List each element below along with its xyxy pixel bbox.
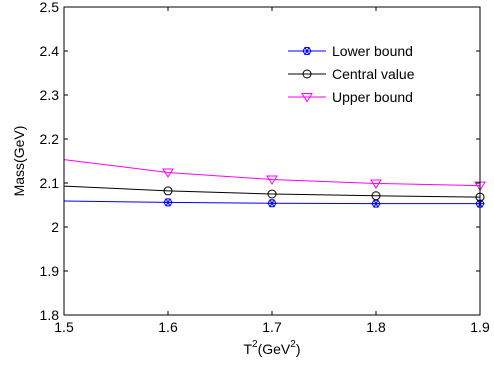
data-point xyxy=(266,175,278,185)
legend-marker xyxy=(302,69,312,79)
x-tick-label: 1.6 xyxy=(158,319,178,335)
legend-label: Lower bound xyxy=(332,43,413,59)
x-tick-label: 1.5 xyxy=(54,319,74,335)
data-point xyxy=(162,168,174,178)
series-layer xyxy=(63,159,486,208)
legend-label: Upper bound xyxy=(332,89,413,105)
y-tick-label: 1.9 xyxy=(40,263,60,279)
x-axis-label-sup2: 2 xyxy=(290,339,296,350)
data-point xyxy=(267,199,277,208)
y-tick-label: 2.5 xyxy=(40,0,60,15)
data-point xyxy=(370,179,382,189)
legend-entry: Lower bound xyxy=(288,43,413,59)
series-upper-bound xyxy=(63,159,486,192)
x-axis-label-mid: (GeV xyxy=(258,341,291,357)
x-tick-label: 1.9 xyxy=(470,319,490,335)
y-tick-label: 2.3 xyxy=(40,87,60,103)
legend-items: Lower bound Central value Upper bound xyxy=(288,43,415,105)
y-tick-label: 1.8 xyxy=(40,307,60,323)
legend: Lower bound Central value Upper bound xyxy=(280,38,450,114)
y-tick-label: 2.2 xyxy=(40,131,60,147)
y-tick-label: 2 xyxy=(51,219,59,235)
legend-entry: Upper bound xyxy=(288,89,413,105)
data-point xyxy=(163,186,173,196)
x-tick-label: 1.8 xyxy=(366,319,386,335)
series-central-value xyxy=(63,185,485,202)
x-axis-label: T2(GeV2) xyxy=(243,339,300,357)
legend-label: Central value xyxy=(332,66,415,82)
ticks-layer: 1.5 1.6 1.7 1.8 1.9 1.8 1.9 2 2.1 2.2 2.3 2.4 2.5 xyxy=(40,0,490,335)
x-axis-label-end: ) xyxy=(296,341,301,357)
legend-marker xyxy=(301,93,313,103)
y-axis-label: Mass(GeV) xyxy=(11,126,27,197)
legend-entry: Central value xyxy=(288,66,415,82)
x-axis-label-base: T xyxy=(243,341,252,357)
data-point xyxy=(163,198,173,207)
y-tick-label: 2.4 xyxy=(40,43,60,59)
legend-marker xyxy=(302,47,312,55)
series-line xyxy=(63,185,481,198)
data-point xyxy=(371,199,381,208)
data-point xyxy=(371,191,381,201)
y-tick-label: 2.1 xyxy=(40,175,60,191)
x-axis-label-sup1: 2 xyxy=(252,339,258,350)
series-line xyxy=(63,159,481,187)
x-tick-label: 1.7 xyxy=(262,319,282,335)
data-point xyxy=(267,189,277,199)
